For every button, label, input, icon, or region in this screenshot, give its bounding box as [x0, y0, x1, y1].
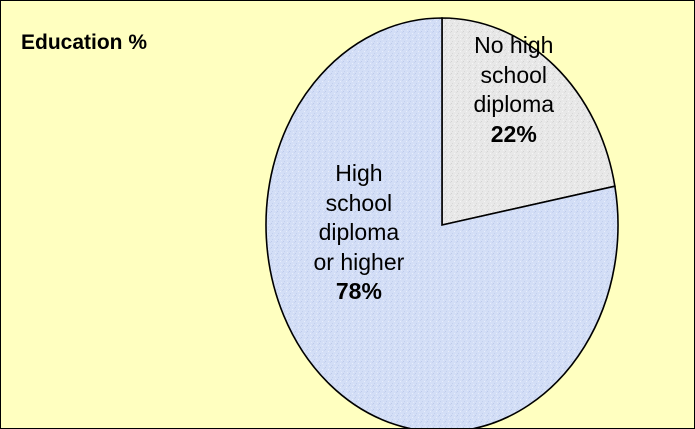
pie-slice-1 [441, 17, 616, 226]
slice-label-1: No high school diploma 22% [474, 31, 555, 149]
pie-slice-2 [265, 17, 619, 428]
slice-label-2: High school diploma or higher 78% [314, 159, 405, 307]
slice-value-label-1: 22% [490, 120, 537, 147]
slice-value-label-2: 78% [335, 278, 382, 304]
chart-title: Education % [21, 31, 148, 54]
